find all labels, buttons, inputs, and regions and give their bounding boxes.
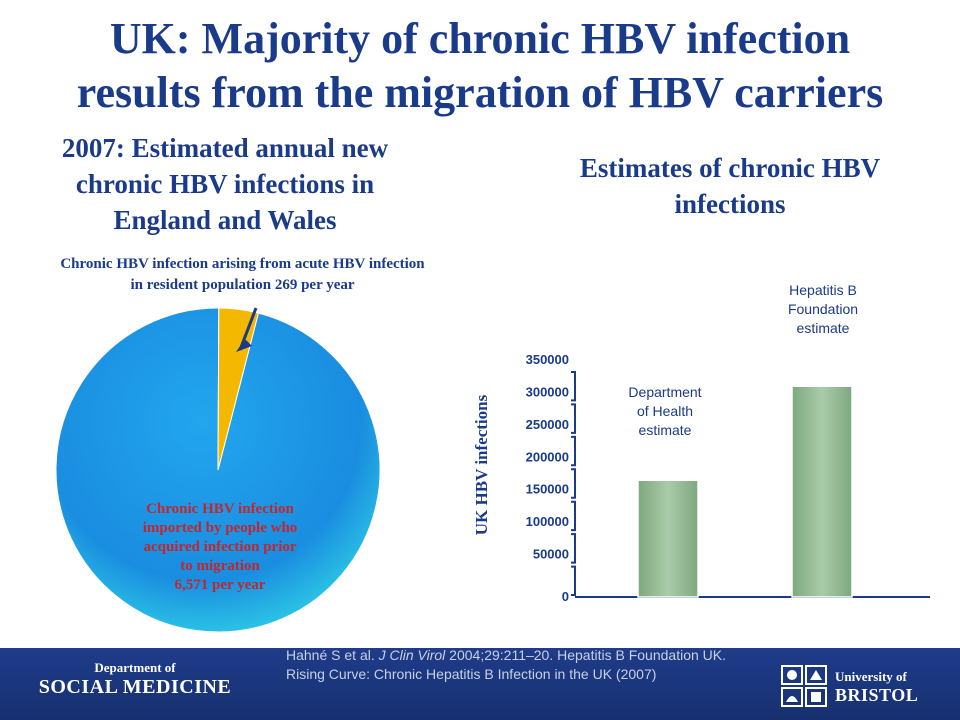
bar-y-axis-segment — [571, 468, 576, 499]
pie-chart — [55, 307, 381, 633]
bar-y-axis-segment — [571, 565, 576, 596]
bar-chart: 0 50000 100000 150000 200000 250000 300000 3500… — [526, 352, 930, 604]
bar-y-tick-label: 150000 — [526, 482, 569, 497]
pie-title-line3: England and Wales — [113, 205, 337, 235]
pie-slice-resident — [217, 307, 260, 471]
bar-title-line2: infections — [674, 189, 786, 219]
citation: Hahné S et al. J Clin Virol 2004;29:211–… — [286, 646, 756, 684]
university-logo: University of BRISTOL — [835, 669, 918, 706]
pie-pointer-arrowhead — [236, 339, 252, 352]
pie-label-imported-line3: acquired infection prior — [143, 539, 297, 555]
pie-title-line1: 2007: Estimated annual new — [61, 133, 389, 163]
bar-label-doh-line3: estimate — [638, 422, 692, 438]
bar-y-axis-label: UK HBV infections — [472, 394, 491, 536]
pie-label-imported-line4: to migration — [180, 558, 260, 574]
bar-hbf — [791, 385, 853, 598]
bar-y-tick-label: 50000 — [533, 547, 569, 562]
slide-title: UK: Majority of chronic HBV infection re… — [0, 12, 960, 120]
citation-part1: Hahné S et al. — [286, 647, 379, 663]
dept-small-text: Department of — [94, 660, 176, 675]
bar-label-hbf-line3: estimate — [796, 320, 850, 336]
bar-y-tick-label: 200000 — [526, 449, 569, 464]
citation-journal: J Clin Virol — [378, 647, 446, 663]
pie-label-imported: Chronic HBV infection imported by people… — [100, 500, 340, 595]
pie-label-imported-line5: 6,571 per year — [174, 577, 266, 593]
pie-label-imported-line2: imported by people who — [142, 520, 298, 536]
slide-title-line1: UK: Majority of chronic HBV infection — [109, 14, 851, 63]
bar-title-line1: Estimates of chronic HBV — [579, 153, 881, 183]
dept-big-text: SOCIAL MEDICINE — [38, 676, 232, 698]
pie-label-imported-line1: Chronic HBV infection — [146, 501, 294, 517]
bar-y-axis-segment — [571, 403, 576, 434]
bar-label-doh-line2: of Health — [636, 403, 694, 419]
pie-label-resident-line2: in resident population 269 per year — [130, 277, 355, 293]
bar-label-hbf-line2: Foundation — [787, 301, 859, 317]
bar-label-doh: Department of Health estimate — [590, 383, 740, 440]
uni-big-text: BRISTOL — [835, 685, 919, 705]
bar-label-hbf: Hepatitis B Foundation estimate — [748, 281, 898, 338]
uni-small-text: University of — [835, 669, 907, 684]
bar-label-doh-line1: Department — [628, 384, 702, 400]
pie-label-resident: Chronic HBV infection arising from acute… — [5, 254, 480, 296]
bar-y-tick-label: 100000 — [526, 514, 569, 529]
bar-y-axis-segment — [571, 533, 576, 564]
pie-chart-title: 2007: Estimated annual new chronic HBV i… — [20, 130, 430, 238]
bar-y-tick-label: 300000 — [526, 384, 569, 399]
bar-y-tick-label: 250000 — [526, 417, 569, 432]
pie-label-resident-line1: Chronic HBV infection arising from acute… — [60, 256, 425, 272]
bar-y-axis-segment — [571, 500, 576, 532]
bar-y-tick-label: 0 — [562, 589, 569, 604]
bar-y-axis-segment — [571, 371, 576, 402]
bar-chart-title: Estimates of chronic HBV infections — [510, 150, 950, 222]
bar-doh — [637, 479, 699, 598]
slide-title-line2: results from the migration of HBV carrie… — [76, 68, 884, 117]
citation-part2: 2004;29:211–20. Hepatitis B Foundation U… — [286, 647, 726, 682]
bar-y-tick-label: 350000 — [526, 352, 569, 367]
bar-label-hbf-line1: Hepatitis B — [789, 282, 857, 298]
department-logo: Department of SOCIAL MEDICINE — [0, 660, 270, 699]
bar-y-axis-segment — [571, 435, 576, 467]
pie-title-line2: chronic HBV infections in — [75, 169, 375, 199]
university-crest-icon — [781, 665, 827, 707]
